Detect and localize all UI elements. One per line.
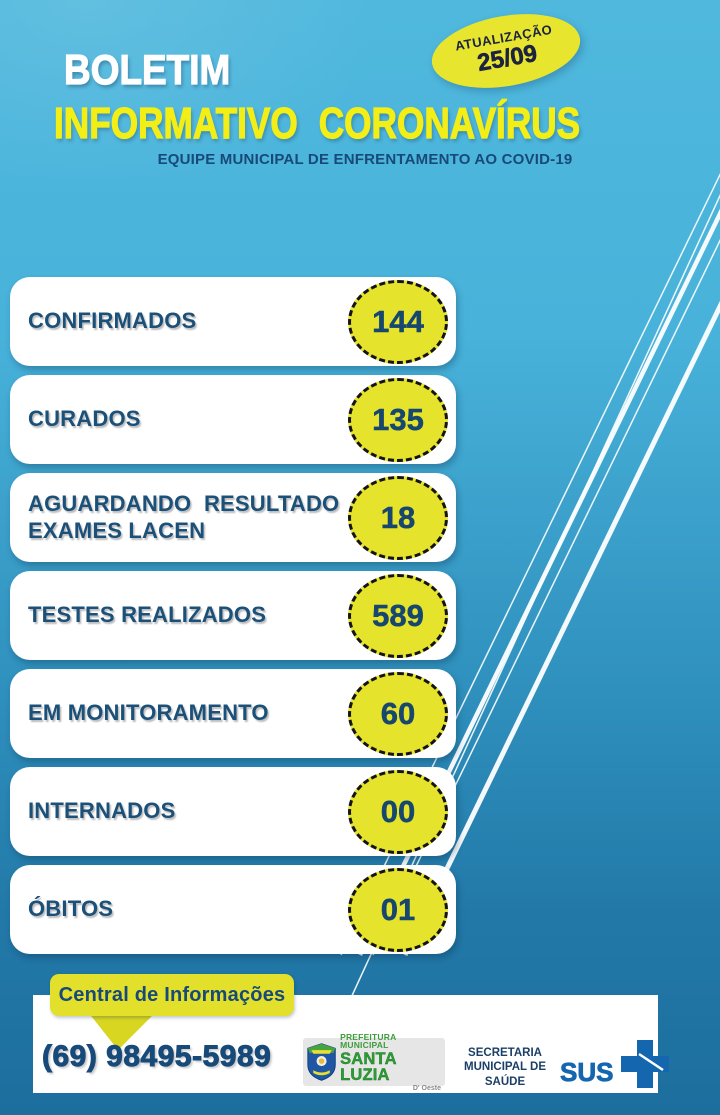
coat-of-arms-icon [307, 1043, 336, 1081]
stat-value-circle: 01 [348, 867, 448, 952]
info-center-label: Central de Informações [58, 983, 286, 1006]
stat-value-circle: 589 [348, 573, 448, 658]
stat-label: EM MONITORAMENTO [28, 700, 269, 726]
prefeitura-logo: PREFEITURA MUNICIPAL SANTA LUZIA D' Oest… [303, 1032, 445, 1092]
prefeitura-line1: PREFEITURA MUNICIPAL [340, 1031, 397, 1050]
stat-label: TESTES REALIZADOS [28, 602, 267, 628]
sus-cross-icon [621, 1040, 670, 1088]
stat-value-circle: 144 [348, 279, 448, 364]
prefeitura-doeste: D' Oeste [412, 1084, 441, 1092]
stat-value-circle: 135 [348, 377, 448, 462]
stat-card-aguardando-lacen: AGUARDANDO RESULTADO EXAMES LACEN 18 [10, 473, 456, 562]
stat-label: INTERNADOS [28, 798, 176, 824]
stat-value: 589 [372, 597, 424, 633]
info-tag-tail [88, 1012, 156, 1050]
page-title: BOLETIM [63, 45, 231, 93]
page-main-title: INFORMATIVO CORONAVÍRUS [54, 98, 581, 148]
stat-value: 135 [372, 401, 424, 437]
prefeitura-name: SANTA LUZIA [340, 1049, 397, 1084]
stat-value-circle: 18 [348, 475, 448, 560]
team-subtitle: EQUIPE MUNICIPAL DE ENFRENTAMENTO AO COV… [157, 151, 573, 168]
stat-card-obitos: ÓBITOS 01 [10, 865, 456, 954]
sus-label: SUS [560, 1056, 614, 1087]
info-center-tag: Central de Informações [50, 974, 294, 1016]
info-phone-number: (69) 98495-5989 [41, 1040, 272, 1074]
stat-value-circle: 00 [348, 769, 448, 854]
stat-card-curados: CURADOS 135 [10, 375, 456, 464]
stat-value: 144 [372, 303, 424, 339]
stat-value: 00 [380, 793, 416, 829]
stat-card-monitoramento: EM MONITORAMENTO 60 [10, 669, 456, 758]
stat-card-testes: TESTES REALIZADOS 589 [10, 571, 456, 660]
stat-value: 60 [380, 695, 416, 731]
sus-logo: SUS [560, 1036, 673, 1094]
stat-card-internados: INTERNADOS 00 [10, 767, 456, 856]
stat-label: CURADOS [28, 406, 141, 432]
stat-label: AGUARDANDO RESULTADO EXAMES LACEN [28, 491, 340, 543]
stat-value: 18 [380, 499, 416, 535]
secretaria-saude-label: SECRETARIA MUNICIPAL DE SAÚDE [464, 1047, 546, 1088]
stat-card-confirmados: CONFIRMADOS 144 [10, 277, 456, 366]
stat-value: 01 [380, 891, 416, 927]
stat-value-circle: 60 [348, 671, 448, 756]
stat-label: CONFIRMADOS [28, 308, 197, 334]
stat-label: ÓBITOS [28, 896, 114, 922]
